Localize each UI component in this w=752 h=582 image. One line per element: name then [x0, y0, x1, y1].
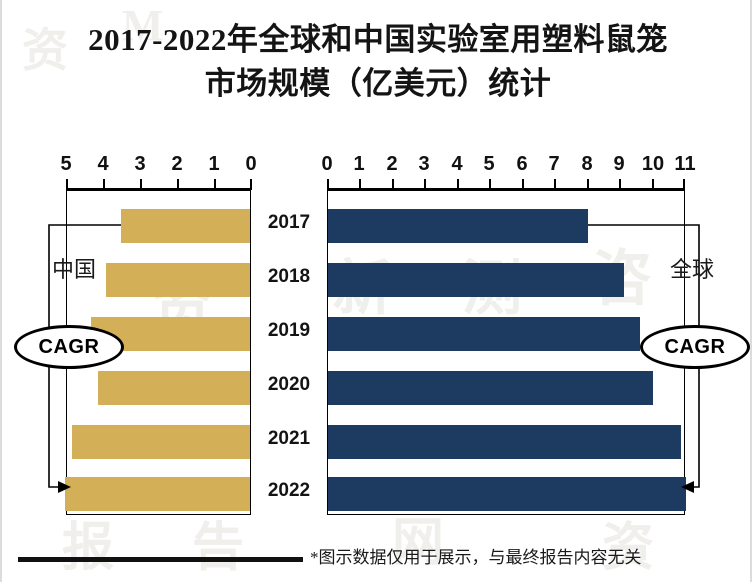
right-tick	[652, 179, 654, 189]
right-axis-tick-11: 11	[674, 153, 696, 175]
right-axis-tick-9: 9	[613, 153, 625, 175]
right-axis-tick-3: 3	[418, 153, 430, 175]
right-axis-tick-2: 2	[386, 153, 398, 175]
year-label-2022: 2022	[267, 480, 311, 501]
left-tick	[66, 179, 68, 189]
china-bar-2022[interactable]	[65, 477, 250, 511]
right-tick	[489, 179, 491, 189]
left-tick	[214, 179, 216, 189]
cagr-badge-china[interactable]: CAGR	[14, 325, 124, 369]
right-tick	[619, 179, 621, 189]
right-axis-tick-1: 1	[353, 153, 365, 175]
cagr-badge-global[interactable]: CAGR	[640, 325, 750, 369]
china-bar-2018[interactable]	[106, 263, 250, 297]
global-bar-2019[interactable]	[328, 317, 640, 351]
right-axis-tick-7: 7	[548, 153, 560, 175]
left-tick	[250, 179, 252, 189]
year-axis-labels: 2017 2018 2019 2020 2021 2022	[251, 190, 327, 515]
global-bar-2021[interactable]	[328, 425, 681, 459]
right-axis-tick-5: 5	[483, 153, 495, 175]
footer-rule	[18, 557, 303, 562]
left-tick	[103, 179, 105, 189]
global-bar-2022[interactable]	[328, 477, 686, 511]
left-axis-line	[66, 179, 252, 190]
right-tick	[392, 179, 394, 189]
region-label-global: 全球	[670, 257, 715, 282]
right-axis-tick-8: 8	[581, 153, 593, 175]
left-axis-tick-4: 4	[97, 153, 109, 175]
global-bar-2020[interactable]	[328, 371, 653, 405]
china-bar-2017[interactable]	[121, 209, 250, 243]
right-tick	[683, 179, 685, 189]
region-label-china: 中国	[52, 257, 97, 282]
right-tick	[327, 179, 329, 189]
right-axis-tick-10: 10	[641, 153, 665, 175]
left-axis-tick-0: 0	[245, 153, 257, 175]
footer-note: *图示数据仅用于展示，与最终报告内容无关	[310, 548, 642, 567]
right-tick	[359, 179, 361, 189]
year-label-2020: 2020	[267, 374, 311, 395]
right-axis-labels: 0 1 2 3 4 5 6 7 8 9 10 11	[2, 153, 752, 177]
year-label-2018: 2018	[267, 266, 311, 287]
right-tick	[554, 179, 556, 189]
left-axis-labels: 5 4 3 2 1 0	[2, 153, 302, 177]
global-bar-2017[interactable]	[328, 209, 588, 243]
right-tick	[457, 179, 459, 189]
global-plot-panel	[327, 190, 686, 515]
left-tick	[177, 179, 179, 189]
right-axis-tick-4: 4	[451, 153, 463, 175]
right-tick	[522, 179, 524, 189]
global-bar-2018[interactable]	[328, 263, 624, 297]
left-axis-tick-1: 1	[208, 153, 220, 175]
left-axis-tick-2: 2	[171, 153, 183, 175]
title-line-2: 市场规模（亿美元）统计	[204, 66, 552, 102]
china-bar-2021[interactable]	[72, 425, 250, 459]
right-tick	[424, 179, 426, 189]
left-axis-tick-5: 5	[60, 153, 72, 175]
right-axis-line	[327, 179, 685, 190]
right-tick	[587, 179, 589, 189]
chart-area: 5 4 3 2 1 0 0 1 2 3 4 5 6 7 8 9	[2, 140, 752, 525]
page-title: 2017-2022年全球和中国实验室用塑料鼠笼 市场规模（亿美元）统计	[2, 18, 752, 106]
china-bar-2020[interactable]	[98, 371, 250, 405]
right-axis-tick-6: 6	[516, 153, 528, 175]
year-label-2019: 2019	[267, 320, 311, 341]
left-axis-tick-3: 3	[134, 153, 146, 175]
right-axis-tick-0: 0	[321, 153, 333, 175]
year-label-2021: 2021	[267, 428, 311, 449]
year-label-2017: 2017	[267, 212, 311, 233]
title-line-1: 2017-2022年全球和中国实验室用塑料鼠笼	[88, 22, 668, 57]
left-tick	[140, 179, 142, 189]
